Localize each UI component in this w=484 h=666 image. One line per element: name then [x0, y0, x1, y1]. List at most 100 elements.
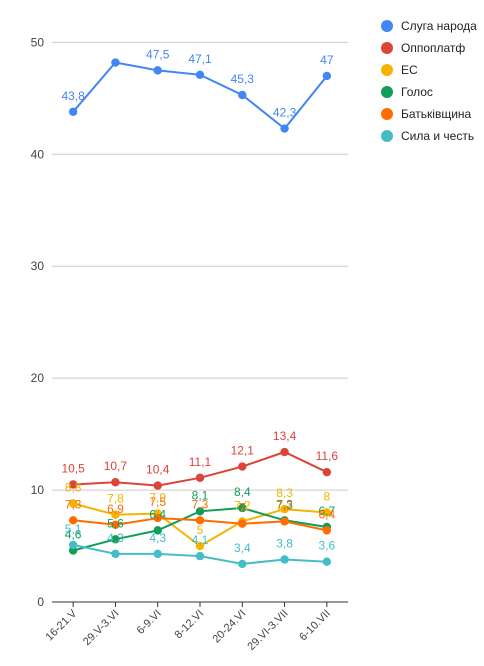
data-point: [322, 467, 332, 477]
data-label: 6,4: [149, 507, 166, 521]
data-point: [280, 504, 289, 514]
y-tick-label: 20: [31, 371, 45, 385]
data-label: 47,1: [188, 52, 212, 66]
data-label: 47,5: [146, 47, 170, 61]
data-label: 12,1: [231, 444, 255, 458]
x-tick-label: 29.V-3.VI: [81, 608, 121, 648]
data-label: 7,5: [149, 495, 166, 509]
legend-label: Слуга народа: [401, 19, 477, 33]
data-point: [322, 508, 332, 517]
data-point: [153, 481, 162, 490]
y-tick-label: 40: [31, 147, 45, 161]
data-point: [153, 549, 162, 559]
legend-marker: [381, 42, 393, 54]
legend-label: Сила и честь: [401, 129, 474, 143]
legend-label: ЕС: [401, 63, 418, 77]
data-point: [322, 526, 332, 535]
y-axis-ticks: 0 10 20 30 40 50: [31, 35, 45, 609]
data-point: [111, 478, 120, 487]
data-point: [280, 555, 289, 564]
data-point: [322, 557, 332, 566]
data-point: [195, 516, 205, 525]
legend-marker: [381, 64, 393, 76]
series-lines: [68, 58, 332, 569]
data-label: 43,8: [61, 89, 85, 103]
data-label: 7,3: [276, 497, 293, 511]
data-label: 7,8: [107, 492, 124, 506]
data-label: 10,7: [104, 459, 128, 473]
data-point: [280, 517, 289, 526]
data-label: 11,1: [189, 455, 212, 469]
data-label: 4,3: [107, 531, 124, 545]
x-tick-label: 16-21.V: [44, 607, 80, 643]
data-point: [153, 526, 162, 535]
data-point: [238, 90, 247, 100]
data-label: 45,3: [231, 72, 255, 86]
data-point: [195, 507, 205, 516]
data-point: [68, 540, 78, 550]
data-label: 3,8: [276, 536, 293, 550]
legend-marker: [381, 108, 393, 120]
y-tick-label: 30: [31, 259, 45, 273]
data-label: 6,4: [319, 507, 336, 521]
data-point: [195, 541, 205, 551]
data-label: 3,6: [319, 539, 336, 553]
data-label: 7,2: [276, 498, 293, 512]
gridlines: [52, 41, 348, 603]
x-tick-label: 6-9.VI: [135, 608, 164, 637]
data-point: [280, 124, 289, 133]
data-label: 10,4: [146, 463, 170, 477]
data-label: 8,3: [276, 486, 293, 500]
data-point: [322, 71, 332, 81]
y-tick-label: 10: [31, 483, 45, 497]
data-point: [68, 499, 78, 508]
data-label: 13,4: [273, 429, 297, 443]
y-tick-label: 50: [31, 35, 45, 49]
data-point: [153, 513, 162, 523]
data-point: [111, 510, 120, 519]
data-point: [238, 559, 247, 569]
x-tick-label: 29.VI-3.VII: [245, 608, 290, 653]
data-label: 7,2: [234, 498, 251, 512]
data-point: [195, 551, 205, 561]
legend-marker: [381, 86, 393, 98]
data-point: [153, 66, 162, 75]
data-point: [111, 535, 120, 544]
data-label: 4,1: [192, 533, 209, 547]
data-point: [68, 516, 78, 525]
x-tick-label: 20-24.VI: [211, 608, 249, 646]
data-label: 8,8: [65, 481, 82, 495]
data-label: 47: [320, 53, 334, 67]
data-point: [68, 480, 78, 489]
data-label: 3,4: [234, 541, 251, 555]
x-tick-label: 6-10.VII: [297, 608, 333, 644]
legend-label: Батьківщина: [401, 107, 472, 121]
data-point: [111, 520, 120, 529]
data-point: [68, 107, 78, 116]
data-point: [280, 447, 289, 457]
legend-label: Оппоплатф: [401, 41, 465, 55]
data-label: 10,5: [61, 461, 85, 475]
data-label: 5: [197, 523, 204, 537]
data-label: 6,7: [319, 504, 336, 518]
data-label: 8,4: [234, 485, 251, 499]
data-point: [111, 58, 120, 67]
legend-label: Голос: [401, 85, 433, 99]
data-label: 4,3: [149, 531, 166, 545]
legend-marker: [381, 130, 393, 142]
x-tick-label: 8-12.VI: [173, 608, 207, 642]
data-label: 4,6: [65, 528, 82, 542]
data-label: 42,3: [273, 106, 297, 120]
y-tick-label: 0: [37, 595, 44, 609]
data-label: 8,1: [192, 488, 209, 502]
data-label: 7: [239, 501, 246, 515]
data-label: 7,9: [149, 491, 166, 505]
data-label: 5,6: [107, 516, 124, 530]
data-label: 7,3: [192, 497, 209, 511]
data-label: 8: [324, 489, 331, 503]
data-point: [238, 503, 247, 513]
legend-marker: [381, 20, 393, 32]
data-label: 11,6: [316, 449, 339, 463]
